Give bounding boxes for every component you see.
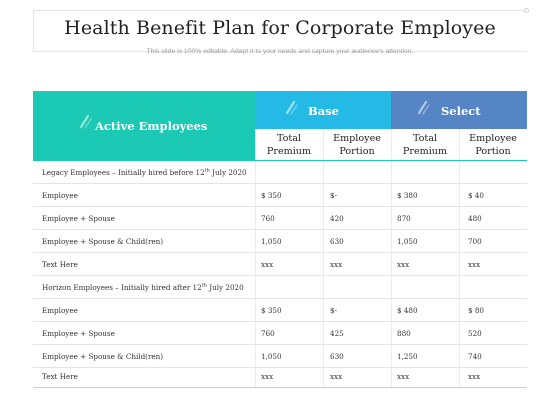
cell-value: xxx bbox=[261, 260, 274, 269]
cell-value: xxx bbox=[330, 372, 343, 381]
cell-value: 880 bbox=[397, 329, 411, 338]
cell-value: $- bbox=[330, 306, 338, 315]
cell-value: 630 bbox=[330, 237, 344, 246]
section-heading-text: Legacy Employees – Initially hired befor… bbox=[42, 168, 205, 177]
table-row: Text Here xxx xxx xxx xxx bbox=[33, 253, 527, 276]
cell-value: $ 40 bbox=[468, 191, 485, 200]
table-bottom-rule bbox=[33, 387, 527, 388]
row-label: Employee + Spouse & Child(ren) bbox=[42, 237, 164, 246]
cell-value: 700 bbox=[468, 237, 482, 246]
table-row: Employee $ 350 $- $ 380 $ 40 bbox=[33, 184, 527, 207]
table-row: Employee + Spouse 760 420 870 480 bbox=[33, 207, 527, 230]
subheader-line: Total bbox=[412, 133, 438, 144]
cell-value: xxx bbox=[261, 372, 274, 381]
column-divider bbox=[323, 129, 324, 388]
page-subtitle: This slide is 100% editable. Adapt it to… bbox=[146, 48, 414, 55]
cell-value: 520 bbox=[468, 329, 482, 338]
cell-value: $ 80 bbox=[468, 306, 485, 315]
cell-value: $ 350 bbox=[261, 306, 282, 315]
header-base-label: Base bbox=[308, 104, 339, 118]
section-heading-sup: th bbox=[201, 282, 207, 289]
row-label: Text Here bbox=[42, 260, 78, 269]
cell-value: 1,050 bbox=[397, 237, 418, 246]
row-label: Employee + Spouse & Child(ren) bbox=[42, 352, 164, 361]
row-label: Employee bbox=[42, 191, 78, 200]
subheader-line: Premium bbox=[402, 146, 448, 157]
subheader-line: Employee bbox=[469, 133, 517, 144]
section-heading: Legacy Employees – Initially hired befor… bbox=[42, 161, 247, 184]
header-active-label: Active Employees bbox=[95, 119, 208, 133]
header-active-employees: Active Employees bbox=[33, 91, 255, 161]
cell-value: 760 bbox=[261, 214, 275, 223]
table-row: Employee + Spouse 760 425 880 520 bbox=[33, 322, 527, 345]
row-label: Employee + Spouse bbox=[42, 214, 115, 223]
subheader-line: Portion bbox=[475, 146, 511, 157]
section-heading-row: Legacy Employees – Initially hired befor… bbox=[33, 161, 527, 184]
section-heading-row: Horizon Employees – Initially hired afte… bbox=[33, 276, 527, 299]
page-title: Health Benefit Plan for Corporate Employ… bbox=[64, 17, 496, 39]
section-heading-sup: th bbox=[204, 167, 210, 174]
title-frame bbox=[33, 10, 527, 52]
subheader-base-employee-portion: Employee Portion bbox=[323, 129, 391, 160]
cell-value: 1,050 bbox=[261, 352, 282, 361]
cell-value: xxx bbox=[397, 260, 410, 269]
header-select-label: Select bbox=[441, 104, 481, 118]
subheader-line: Portion bbox=[339, 146, 375, 157]
table-row: Employee + Spouse & Child(ren) 1,050 630… bbox=[33, 230, 527, 253]
column-divider bbox=[391, 129, 392, 388]
shine-icon bbox=[285, 100, 298, 115]
header-base: Base bbox=[255, 91, 391, 129]
row-label: Employee + Spouse bbox=[42, 329, 115, 338]
subheader-line: Employee bbox=[333, 133, 381, 144]
cell-value: xxx bbox=[468, 372, 481, 381]
section-heading-text: July 2020 bbox=[206, 283, 244, 292]
shine-icon bbox=[417, 100, 430, 115]
column-divider bbox=[459, 129, 460, 388]
cell-value: $ 350 bbox=[261, 191, 282, 200]
subheader-select-total-premium: Total Premium bbox=[391, 129, 459, 160]
column-divider bbox=[255, 129, 256, 388]
title-frame-dot bbox=[524, 8, 529, 13]
table-row: Employee + Spouse & Child(ren) 1,050 630… bbox=[33, 345, 527, 368]
subheader-line: Premium bbox=[266, 146, 312, 157]
row-label: Text Here bbox=[42, 372, 78, 381]
subheader-line: Total bbox=[276, 133, 302, 144]
subheader-select-employee-portion: Employee Portion bbox=[459, 129, 527, 160]
cell-value: 870 bbox=[397, 214, 411, 223]
cell-value: $- bbox=[330, 191, 338, 200]
subheader-base-total-premium: Total Premium bbox=[255, 129, 323, 160]
cell-value: 1,250 bbox=[397, 352, 418, 361]
header-select: Select bbox=[391, 91, 527, 129]
header-bottom-rule bbox=[33, 160, 527, 161]
cell-value: 425 bbox=[330, 329, 344, 338]
cell-value: 630 bbox=[330, 352, 344, 361]
cell-value: 420 bbox=[330, 214, 344, 223]
cell-value: 740 bbox=[468, 352, 482, 361]
cell-value: $ 380 bbox=[397, 191, 418, 200]
section-heading-text: Horizon Employees – Initially hired afte… bbox=[42, 283, 202, 292]
section-heading-text: July 2020 bbox=[209, 168, 247, 177]
table-row: Text Here xxx xxx xxx xxx bbox=[33, 365, 527, 388]
cell-value: xxx bbox=[468, 260, 481, 269]
table-row: Employee $ 350 $- $ 480 $ 80 bbox=[33, 299, 527, 322]
cell-value: xxx bbox=[397, 372, 410, 381]
cell-value: 1,050 bbox=[261, 237, 282, 246]
cell-value: 760 bbox=[261, 329, 275, 338]
section-heading: Horizon Employees – Initially hired afte… bbox=[42, 276, 244, 299]
row-label: Employee bbox=[42, 306, 78, 315]
cell-value: xxx bbox=[330, 260, 343, 269]
shine-icon bbox=[79, 114, 92, 129]
cell-value: 480 bbox=[468, 214, 482, 223]
cell-value: $ 480 bbox=[397, 306, 418, 315]
